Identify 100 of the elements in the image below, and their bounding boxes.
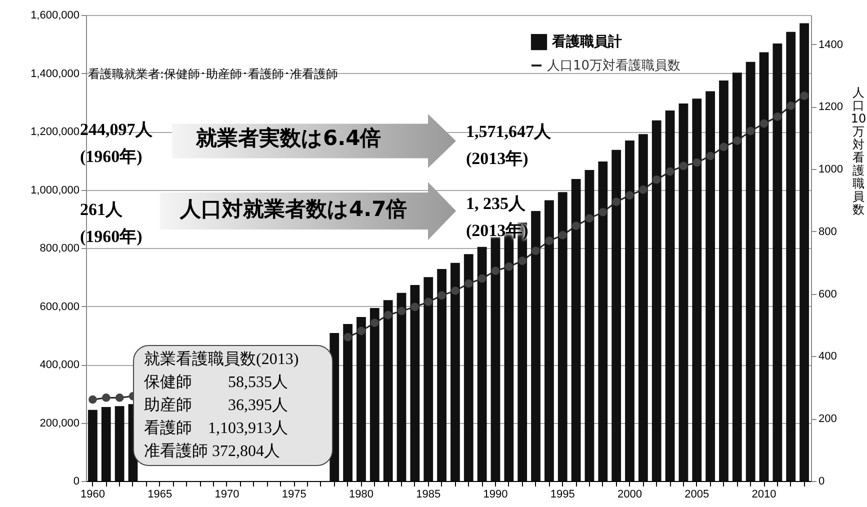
bar bbox=[88, 410, 98, 481]
point bbox=[639, 186, 648, 194]
y2-tick-label: 400 bbox=[818, 350, 837, 363]
y-tick-label: 1,600,000 bbox=[30, 10, 80, 22]
annotation: 看護職就業者:保健師･助産師･看護師･准看護師 bbox=[88, 66, 338, 83]
text: 人口10万対看護職員数 bbox=[850, 86, 866, 216]
y2-tick-label: 200 bbox=[818, 413, 837, 426]
point bbox=[773, 112, 782, 121]
point bbox=[384, 310, 392, 320]
bar bbox=[437, 268, 446, 481]
bar bbox=[678, 104, 688, 481]
bar bbox=[800, 23, 809, 481]
legend-label: 看護職員計 bbox=[551, 33, 622, 50]
point bbox=[598, 208, 608, 216]
y2-tick-label: 1400 bbox=[818, 38, 843, 51]
x-tick-label: 1965 bbox=[148, 488, 172, 500]
y-tick-label: 1,000,000 bbox=[30, 184, 80, 196]
point bbox=[746, 126, 755, 136]
point bbox=[679, 162, 688, 170]
bar bbox=[759, 52, 769, 481]
point bbox=[732, 136, 742, 145]
x-tick-label: 1970 bbox=[214, 488, 240, 500]
point bbox=[800, 92, 808, 100]
point bbox=[692, 158, 702, 167]
bar bbox=[706, 91, 716, 481]
point bbox=[424, 298, 433, 306]
bar bbox=[746, 62, 756, 481]
annotation: 1,571,647人 (2013年) bbox=[466, 121, 551, 170]
y-tick-label: 600,000 bbox=[40, 300, 80, 313]
point bbox=[652, 176, 661, 184]
x-tick-label: 2005 bbox=[684, 488, 710, 500]
point bbox=[706, 152, 714, 160]
y-tick-label: 200,000 bbox=[40, 417, 80, 430]
bar bbox=[571, 178, 581, 481]
x-tick-label: 1995 bbox=[550, 488, 575, 500]
bar bbox=[625, 140, 634, 481]
point bbox=[491, 266, 500, 275]
y2-tick-label: 600 bbox=[818, 288, 837, 300]
point bbox=[585, 214, 594, 223]
annotation: 244,097人 (1960年) bbox=[80, 119, 152, 168]
bar bbox=[424, 277, 434, 481]
point bbox=[545, 236, 554, 245]
annotation: 准看護師 372,804人 bbox=[144, 442, 281, 462]
bar bbox=[464, 254, 474, 481]
bar bbox=[370, 308, 380, 481]
bar bbox=[356, 317, 366, 481]
annotation: 看護師 1,103,913人 bbox=[144, 418, 289, 439]
point bbox=[410, 302, 420, 312]
point bbox=[786, 102, 796, 110]
y2-tick-label: 1200 bbox=[818, 101, 843, 114]
bar bbox=[558, 192, 568, 481]
x-tick-label: 2010 bbox=[752, 488, 776, 500]
point bbox=[344, 333, 352, 342]
bar bbox=[732, 72, 742, 481]
point bbox=[558, 231, 567, 240]
annotation: 人口対就業者数は4.7倍 bbox=[180, 196, 408, 223]
annotation: 助産師 36,395人 bbox=[144, 396, 289, 416]
point bbox=[397, 306, 406, 316]
bar bbox=[692, 98, 702, 481]
bar bbox=[544, 200, 554, 481]
point bbox=[88, 395, 97, 404]
point bbox=[370, 318, 379, 328]
x-tick-label: 1990 bbox=[483, 488, 508, 500]
point bbox=[357, 326, 366, 336]
bar bbox=[638, 134, 648, 481]
y2-tick-label: 800 bbox=[818, 226, 837, 238]
point bbox=[532, 246, 540, 255]
bar bbox=[719, 80, 728, 481]
y-tick-label: 400,000 bbox=[40, 359, 80, 371]
bar bbox=[450, 262, 460, 481]
bar bbox=[343, 324, 353, 481]
point bbox=[666, 167, 674, 176]
point bbox=[504, 262, 514, 271]
point bbox=[464, 279, 473, 288]
bar bbox=[410, 284, 420, 481]
point bbox=[760, 119, 768, 128]
bar bbox=[598, 162, 608, 481]
point bbox=[518, 256, 527, 265]
point bbox=[115, 394, 124, 402]
bar bbox=[584, 170, 594, 481]
bar bbox=[612, 150, 622, 481]
bar bbox=[396, 292, 406, 481]
bar bbox=[383, 300, 393, 481]
annotation: 保健師 58,535人 bbox=[144, 373, 289, 393]
y-tick-label: 800,000 bbox=[40, 242, 80, 254]
y-tick-label: 1,200,000 bbox=[30, 126, 80, 138]
point bbox=[478, 274, 486, 283]
point bbox=[451, 286, 460, 295]
bar bbox=[786, 32, 796, 481]
bar bbox=[652, 120, 662, 481]
y2-tick-label: 1000 bbox=[818, 164, 843, 176]
y-tick-label: 0 bbox=[73, 476, 80, 488]
point bbox=[612, 198, 620, 206]
bar bbox=[665, 110, 675, 481]
y-tick-label: 1,400,000 bbox=[30, 68, 80, 80]
bar bbox=[114, 406, 124, 481]
point bbox=[572, 222, 580, 230]
x-tick-label: 1985 bbox=[416, 488, 441, 500]
bar bbox=[772, 44, 782, 481]
annotation: 就業看護職員数(2013) bbox=[144, 350, 300, 370]
